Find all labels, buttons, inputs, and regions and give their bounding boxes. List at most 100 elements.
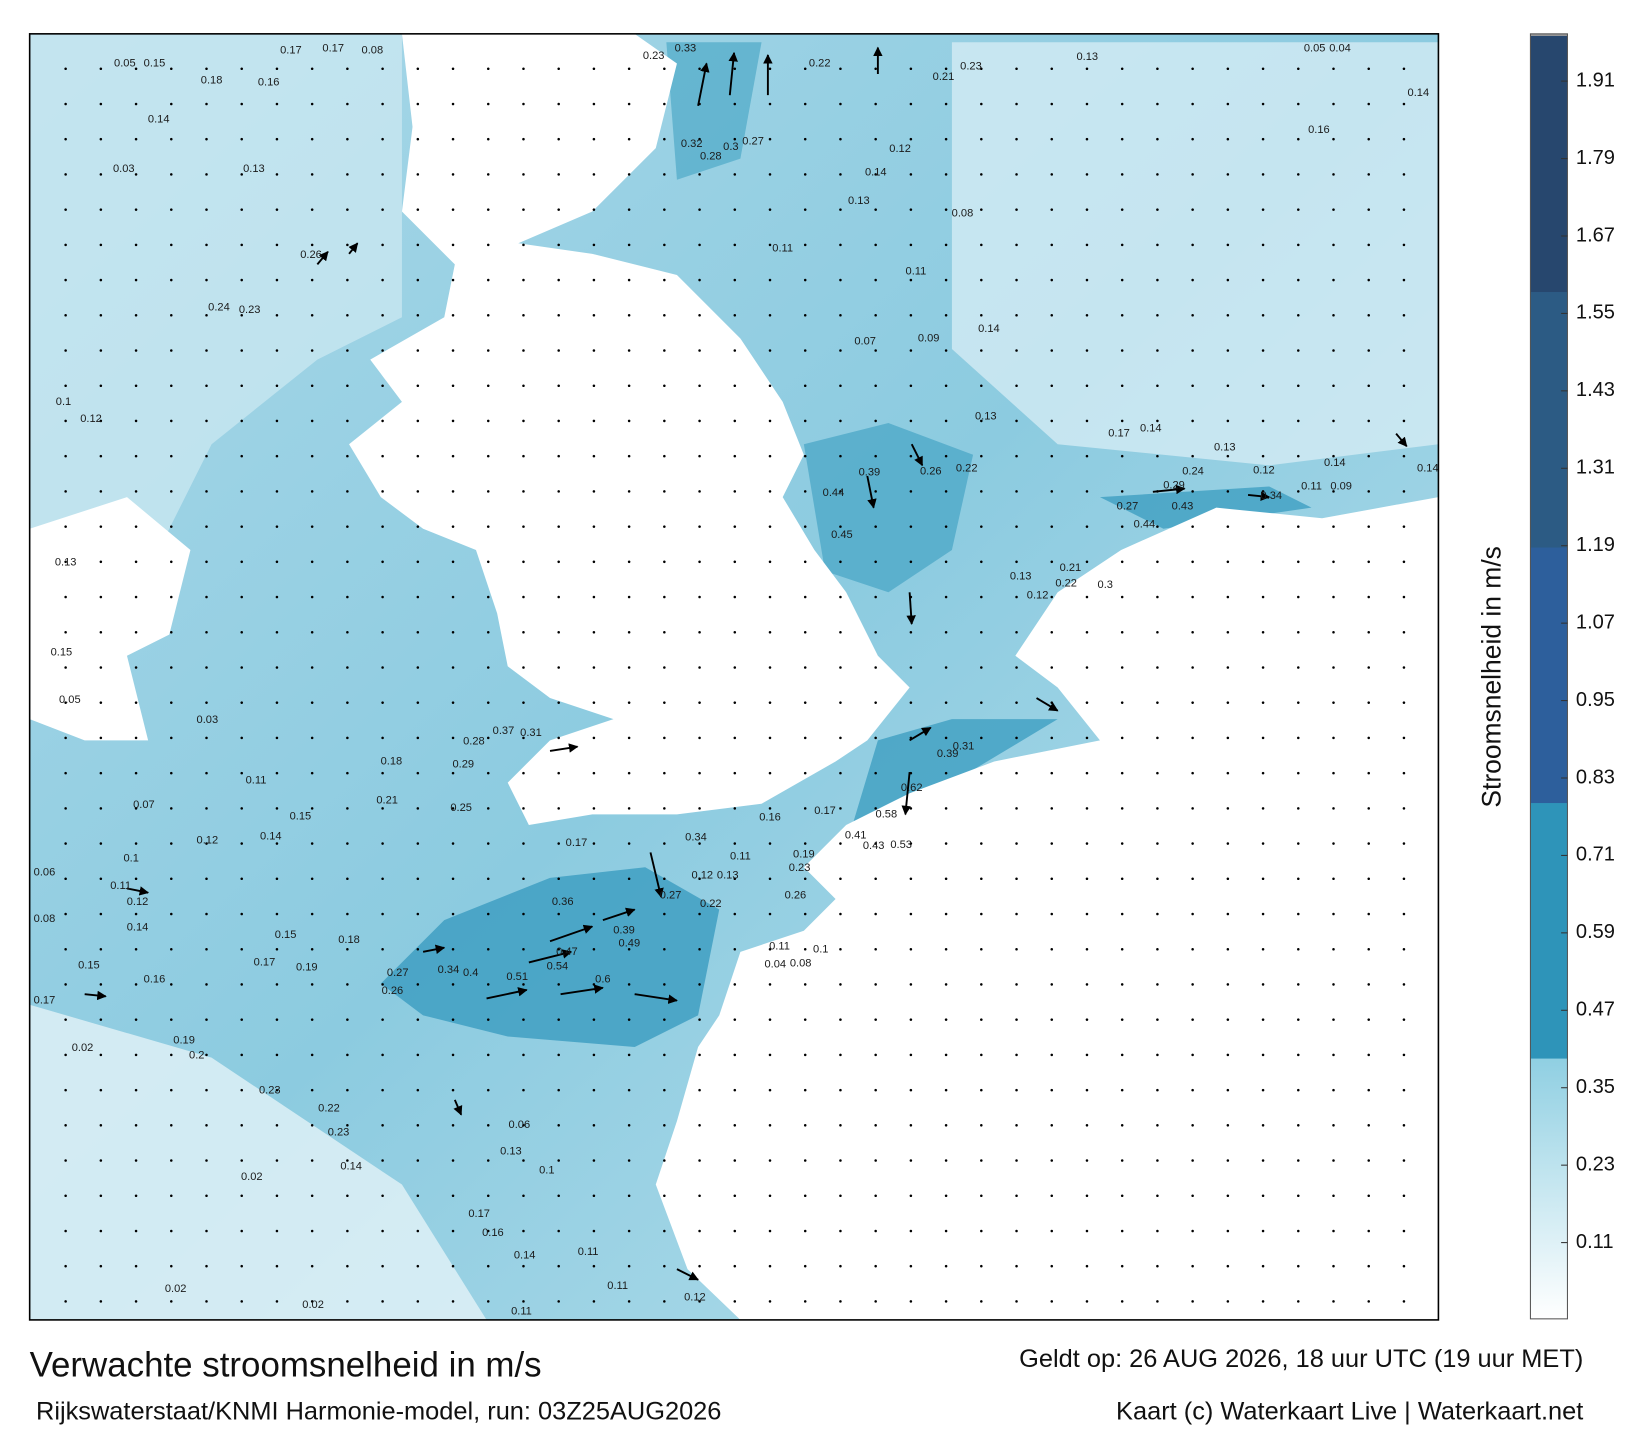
colorbar-tick-label: 0.83 (1576, 766, 1615, 788)
grid-dot (592, 842, 596, 845)
speed-label: 0.26 (382, 985, 404, 997)
colorbar-band (1530, 291, 1568, 548)
grid-dot (980, 1124, 983, 1127)
grid-dot (803, 137, 807, 141)
grid-dot (1050, 102, 1054, 106)
grid-dot (64, 208, 67, 211)
grid-dot (310, 454, 314, 458)
grid-dot (1015, 877, 1018, 881)
grid-dot (1015, 701, 1018, 704)
speed-label: 0.15 (275, 929, 297, 941)
grid-dot (874, 1053, 877, 1057)
grid-dot (980, 525, 983, 528)
grid-dot (381, 137, 384, 141)
grid-dot (1015, 208, 1018, 211)
grid-dot (1085, 701, 1089, 704)
grid-dot (980, 102, 983, 106)
grid-dot (451, 349, 455, 352)
grid-dot (557, 67, 560, 71)
grid-dot (944, 666, 948, 669)
grid-dot (486, 1194, 490, 1198)
grid-dot (1015, 278, 1018, 282)
grid-dot (874, 947, 877, 951)
grid-dot (1085, 525, 1089, 528)
grid-dot (1085, 490, 1089, 493)
grid-dot (663, 1018, 666, 1021)
grid-dot (522, 701, 525, 704)
grid-dot (768, 1088, 772, 1092)
grid-dot (486, 912, 490, 916)
grid-dot (99, 595, 103, 599)
grid-dot (486, 1018, 490, 1021)
grid-dot (1297, 67, 1300, 71)
speed-label: 0.14 (148, 113, 170, 125)
grid-dot (944, 419, 948, 423)
speed-label: 0.1 (539, 1165, 554, 1177)
grid-dot (64, 384, 67, 387)
grid-dot (522, 384, 525, 387)
grid-dot (627, 349, 631, 352)
grid-dot (803, 208, 807, 211)
grid-dot (944, 701, 948, 704)
grid-dot (381, 1300, 384, 1303)
speed-label: 0.19 (793, 848, 815, 860)
grid-dot (381, 877, 384, 881)
grid-dot (1402, 736, 1406, 740)
grid-dot (381, 1053, 384, 1057)
grid-dot (64, 736, 67, 740)
grid-dot (698, 208, 701, 211)
grid-dot (1367, 560, 1370, 564)
grid-dot (275, 983, 279, 986)
grid-dot (733, 243, 737, 247)
grid-dot (310, 384, 314, 387)
grid-dot (381, 490, 384, 493)
grid-dot (1367, 384, 1370, 387)
grid-dot (909, 384, 913, 387)
grid-dot (1297, 666, 1300, 669)
grid-dot (1226, 701, 1230, 704)
grid-dot (1085, 137, 1089, 141)
grid-dot (64, 1264, 67, 1268)
grid-dot (874, 595, 877, 599)
grid-dot (944, 842, 948, 845)
grid-dot (310, 595, 314, 599)
grid-dot (240, 983, 243, 986)
grid-dot (803, 454, 807, 458)
grid-dot (944, 877, 948, 881)
grid-dot (1297, 736, 1300, 740)
grid-dot (64, 1053, 67, 1057)
grid-dot (944, 173, 948, 176)
current-arrow (649, 852, 664, 898)
grid-dot (592, 1159, 596, 1162)
grid-dot (1226, 1018, 1230, 1021)
grid-dot (1120, 454, 1124, 458)
grid-dot (99, 701, 103, 704)
grid-dot (1226, 419, 1230, 423)
grid-dot (1085, 1300, 1089, 1303)
grid-dot (205, 173, 208, 176)
grid-dot (522, 1300, 525, 1303)
grid-dot (134, 173, 138, 176)
grid-dot (1050, 314, 1054, 317)
grid-dot (275, 102, 279, 106)
grid-dot (416, 419, 420, 423)
grid-dot (698, 666, 701, 669)
grid-dot (874, 771, 877, 775)
grid-dot (1367, 1018, 1370, 1021)
grid-dot (275, 419, 279, 423)
grid-dot (1402, 243, 1406, 247)
grid-dot (1120, 1194, 1124, 1198)
speed-label: 0.12 (1027, 589, 1049, 601)
current-arrow (909, 726, 932, 742)
grid-dot (1191, 807, 1194, 810)
grid-dot (1402, 630, 1406, 634)
grid-dot (803, 349, 807, 352)
speed-label: 0.03 (197, 714, 219, 726)
grid-dot (170, 736, 173, 740)
grid-dot (839, 1300, 842, 1303)
grid-dot (803, 701, 807, 704)
grid-dot (1015, 525, 1018, 528)
grid-dot (381, 102, 384, 106)
grid-dot (134, 807, 138, 810)
grid-dot (627, 1124, 631, 1127)
